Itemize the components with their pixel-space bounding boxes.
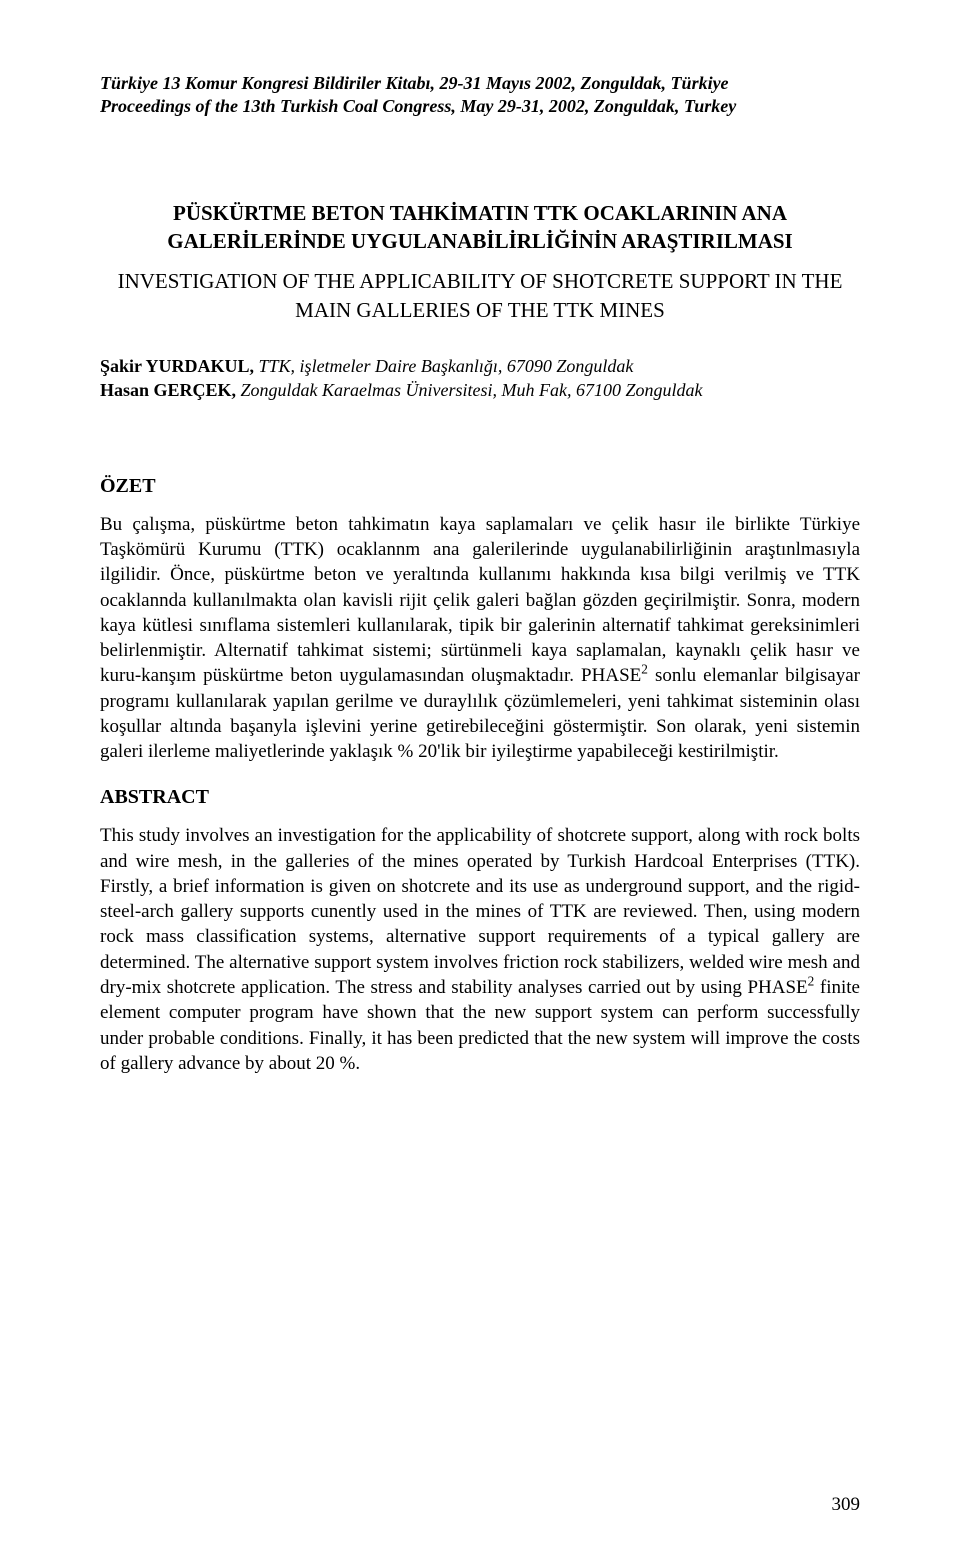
author-2: Hasan GERÇEK, Zonguldak Karaelmas Üniver… bbox=[100, 378, 860, 402]
title-turkish: PÜSKÜRTME BETON TAHKİMATIN TTK OCAKLARIN… bbox=[100, 199, 860, 256]
authors-block: Şakir YURDAKUL, TTK, işletmeler Daire Ba… bbox=[100, 354, 860, 403]
abstract-text-pre: This study involves an investigation for… bbox=[100, 825, 860, 998]
page-number: 309 bbox=[832, 1494, 861, 1516]
proceedings-header-en: Proceedings of the 13th Turkish Coal Con… bbox=[100, 95, 860, 118]
abstract-body: This study involves an investigation for… bbox=[100, 823, 860, 1076]
title-english: INVESTIGATION OF THE APPLICABILITY OF SH… bbox=[100, 267, 860, 324]
author-1-affiliation: TTK, işletmeler Daire Başkanlığı, 67090 … bbox=[254, 356, 633, 376]
author-1-name: Şakir YURDAKUL, bbox=[100, 356, 254, 376]
ozet-superscript: 2 bbox=[641, 662, 648, 677]
ozet-heading: ÖZET bbox=[100, 475, 860, 498]
author-2-affiliation: Zonguldak Karaelmas Üniversitesi, Muh Fa… bbox=[236, 380, 702, 400]
author-1: Şakir YURDAKUL, TTK, işletmeler Daire Ba… bbox=[100, 354, 860, 378]
abstract-heading: ABSTRACT bbox=[100, 786, 860, 809]
proceedings-header-tr: Türkiye 13 Komur Kongresi Bildiriler Kit… bbox=[100, 72, 860, 95]
ozet-text-pre: Bu çalışma, püskürtme beton tahkimatın k… bbox=[100, 514, 860, 687]
author-2-name: Hasan GERÇEK, bbox=[100, 380, 236, 400]
ozet-body: Bu çalışma, püskürtme beton tahkimatın k… bbox=[100, 512, 860, 765]
title-block: PÜSKÜRTME BETON TAHKİMATIN TTK OCAKLARIN… bbox=[100, 199, 860, 324]
